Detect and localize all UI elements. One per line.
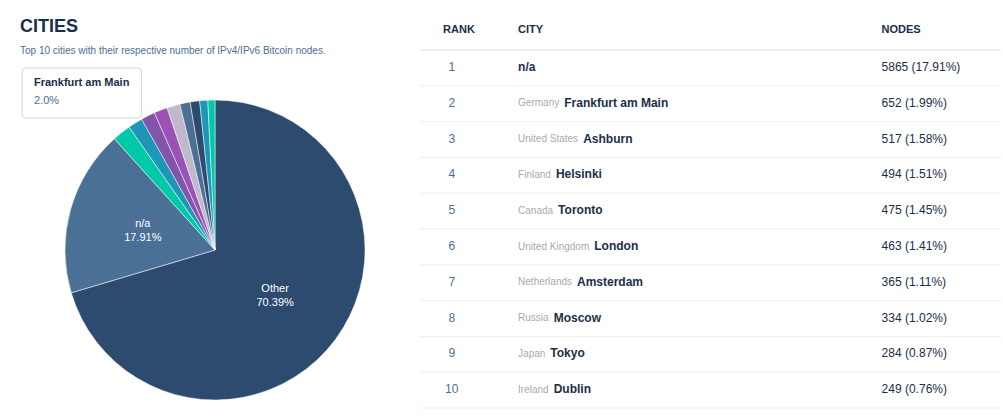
pie-slice bbox=[208, 100, 215, 250]
table-row: 4 Finland Helsinki 494 (1.51%) bbox=[420, 167, 1001, 193]
rank: 10 bbox=[445, 382, 459, 396]
row-separator bbox=[420, 121, 1001, 122]
country: Japan bbox=[518, 348, 545, 359]
chart: CITIES Top 10 cities with their respectiv… bbox=[0, 0, 1003, 416]
pie-slice bbox=[200, 100, 215, 250]
city: n/a bbox=[518, 60, 536, 74]
nodes: 463 (1.41%) bbox=[882, 239, 947, 253]
tooltip-text: 2.0% bbox=[34, 94, 59, 106]
city: Frankfurt am Main bbox=[564, 96, 668, 110]
nodes: 652 (1.99%) bbox=[882, 96, 947, 110]
country: Ireland bbox=[518, 384, 549, 395]
row-separator bbox=[420, 193, 1001, 194]
city: Ashburn bbox=[583, 132, 632, 146]
city: Amsterdam bbox=[577, 275, 643, 289]
nodes: 365 (1.11%) bbox=[882, 275, 946, 289]
city: Tokyo bbox=[550, 346, 584, 360]
country: Netherlands bbox=[518, 276, 572, 287]
city: Dublin bbox=[554, 382, 591, 396]
title: CITIES bbox=[20, 16, 78, 36]
rank: 8 bbox=[448, 311, 455, 325]
country: Russia bbox=[518, 312, 549, 323]
city: Helsinki bbox=[556, 167, 602, 181]
nodes: 5865 (17.91%) bbox=[882, 60, 961, 74]
country: Finland bbox=[518, 169, 551, 180]
row-separator bbox=[420, 264, 1001, 265]
rank: 3 bbox=[448, 132, 455, 146]
table-row: 2 Germany Frankfurt am Main 652 (1.99%) bbox=[420, 96, 1001, 122]
pie: Other 70.39% n/a 17.91% bbox=[65, 100, 365, 400]
tooltip-box bbox=[22, 68, 141, 118]
row-separator bbox=[420, 336, 1001, 337]
table: RANK CITY NODES 1 n/a 5865 (17.91%) 2 Germany Fr… bbox=[420, 23, 1001, 408]
city: Moscow bbox=[554, 311, 602, 325]
slice-category: Other bbox=[261, 282, 289, 294]
country: United Kingdom bbox=[518, 241, 589, 252]
nodes: 517 (1.58%) bbox=[882, 132, 947, 146]
tooltip: Frankfurt am Main 2.0% bbox=[22, 68, 141, 118]
rank: 7 bbox=[448, 275, 455, 289]
country: Canada bbox=[518, 205, 553, 216]
rank: 6 bbox=[448, 239, 455, 253]
slice-category: n/a bbox=[135, 217, 151, 229]
country: United States bbox=[518, 133, 578, 144]
slice-labels: Other 70.39% n/a 17.91% bbox=[124, 217, 294, 308]
nodes: 334 (1.02%) bbox=[882, 311, 947, 325]
row-separator bbox=[420, 85, 1001, 86]
table-row: 1 n/a 5865 (17.91%) bbox=[420, 60, 1001, 86]
nodes: 494 (1.51%) bbox=[882, 167, 947, 181]
subtitle: Top 10 cities with their respective numb… bbox=[20, 45, 326, 56]
country: Germany bbox=[518, 97, 559, 108]
header-separator bbox=[420, 50, 1001, 51]
table-row: 5 Canada Toronto 475 (1.45%) bbox=[420, 203, 1001, 229]
rank: 4 bbox=[448, 167, 455, 181]
city: Toronto bbox=[558, 203, 602, 217]
table-row: 6 United Kingdom London 463 (1.41%) bbox=[420, 239, 1001, 265]
table-row: 9 Japan Tokyo 284 (0.87%) bbox=[420, 346, 1001, 372]
table-row: 7 Netherlands Amsterdam 365 (1.11%) bbox=[420, 275, 1001, 301]
row-separator bbox=[420, 372, 1001, 373]
table-row: 3 United States Ashburn 517 (1.58%) bbox=[420, 132, 1001, 158]
nodes: 475 (1.45%) bbox=[882, 203, 947, 217]
row-separator bbox=[420, 157, 1001, 158]
slice-value-label: 70.39% bbox=[256, 296, 294, 308]
table-header: NODES bbox=[882, 23, 921, 35]
slice-value-label: 17.91% bbox=[124, 231, 162, 243]
rank: 5 bbox=[448, 203, 455, 217]
row-separator bbox=[420, 408, 1001, 409]
row-separator bbox=[420, 300, 1001, 301]
nodes: 249 (0.76%) bbox=[882, 382, 947, 396]
rank: 9 bbox=[448, 346, 455, 360]
tooltip-text: Frankfurt am Main bbox=[34, 76, 130, 88]
table-header: CITY bbox=[518, 23, 544, 35]
rank: 1 bbox=[448, 60, 455, 74]
pie-panel: CITIES Top 10 cities with their respectiv… bbox=[20, 16, 365, 400]
pie-slice bbox=[190, 101, 215, 250]
nodes: 284 (0.87%) bbox=[882, 346, 947, 360]
table-row: 8 Russia Moscow 334 (1.02%) bbox=[420, 311, 1001, 337]
rank: 2 bbox=[448, 96, 455, 110]
table-header: RANK bbox=[443, 23, 475, 35]
row-separator bbox=[420, 229, 1001, 230]
table-row: 10 Ireland Dublin 249 (0.76%) bbox=[420, 382, 1001, 408]
city: London bbox=[594, 239, 638, 253]
